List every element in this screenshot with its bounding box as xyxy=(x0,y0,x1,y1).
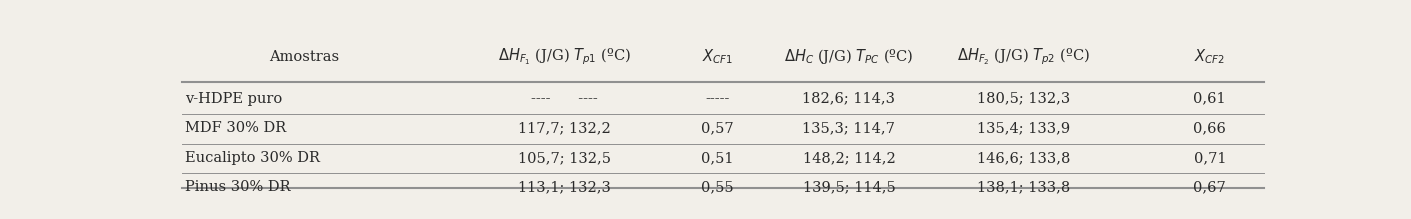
Text: 135,3; 114,7: 135,3; 114,7 xyxy=(803,121,896,135)
Text: Eucalipto 30% DR: Eucalipto 30% DR xyxy=(185,151,320,165)
Text: 0,55: 0,55 xyxy=(701,180,734,194)
Text: 180,5; 132,3: 180,5; 132,3 xyxy=(978,92,1071,106)
Text: 135,4; 133,9: 135,4; 133,9 xyxy=(978,121,1071,135)
Text: $\Delta H_{F_1}$ (J/G) $T_{p1}$ (ºC): $\Delta H_{F_1}$ (J/G) $T_{p1}$ (ºC) xyxy=(498,46,631,67)
Text: MDF 30% DR: MDF 30% DR xyxy=(185,121,286,135)
Text: 0,57: 0,57 xyxy=(701,121,734,135)
Text: 0,66: 0,66 xyxy=(1194,121,1226,135)
Text: 139,5; 114,5: 139,5; 114,5 xyxy=(803,180,895,194)
Text: $X_{CF1}$: $X_{CF1}$ xyxy=(703,47,734,66)
Text: Pinus 30% DR: Pinus 30% DR xyxy=(185,180,291,194)
Text: 0,61: 0,61 xyxy=(1194,92,1226,106)
Text: $\Delta H_{F_2}$ (J/G) $T_{p2}$ (ºC): $\Delta H_{F_2}$ (J/G) $T_{p2}$ (ºC) xyxy=(958,46,1091,67)
Text: 138,1; 133,8: 138,1; 133,8 xyxy=(978,180,1071,194)
Text: ----      ----: ---- ---- xyxy=(531,92,598,106)
Text: $X_{CF2}$: $X_{CF2}$ xyxy=(1194,47,1225,66)
Text: 148,2; 114,2: 148,2; 114,2 xyxy=(803,151,895,165)
Text: 182,6; 114,3: 182,6; 114,3 xyxy=(803,92,896,106)
Text: $\Delta H_C$ (J/G) $T_{PC}$ (ºC): $\Delta H_C$ (J/G) $T_{PC}$ (ºC) xyxy=(785,47,914,66)
Text: 105,7; 132,5: 105,7; 132,5 xyxy=(518,151,611,165)
Text: 0,67: 0,67 xyxy=(1194,180,1226,194)
Text: 0,71: 0,71 xyxy=(1194,151,1226,165)
Text: 113,1; 132,3: 113,1; 132,3 xyxy=(518,180,611,194)
Text: Amostras: Amostras xyxy=(270,50,340,64)
Text: 0,51: 0,51 xyxy=(701,151,734,165)
Text: v-HDPE puro: v-HDPE puro xyxy=(185,92,282,106)
Text: -----: ----- xyxy=(706,92,729,106)
Text: 146,6; 133,8: 146,6; 133,8 xyxy=(978,151,1071,165)
Text: 117,7; 132,2: 117,7; 132,2 xyxy=(518,121,611,135)
